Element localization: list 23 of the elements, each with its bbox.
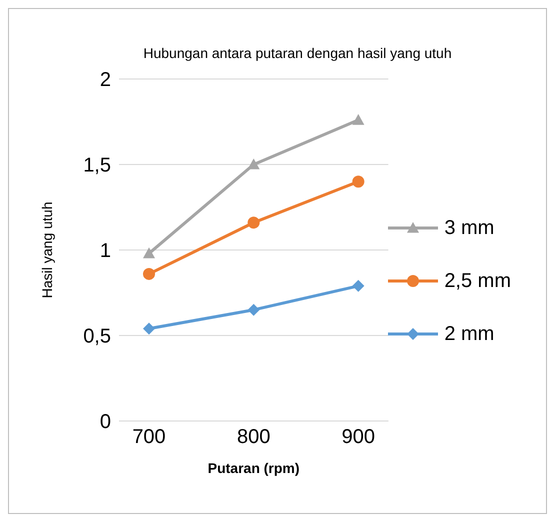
- chart-title: Hubungan antara putaran dengan hasil yang utuh: [142, 45, 453, 61]
- y-tick-label: 0: [100, 411, 111, 434]
- point: [143, 322, 155, 335]
- y-tick-label: 1: [100, 240, 111, 262]
- x-axis-title: Putaran (rpm): [208, 460, 300, 476]
- point: [248, 158, 260, 170]
- legend-label: 3 mm: [444, 216, 494, 240]
- y-tick-label: 0,5: [83, 326, 111, 348]
- point: [352, 176, 364, 188]
- legend-label: 2,5 mm: [444, 270, 511, 292]
- point: [143, 247, 155, 258]
- point: [248, 304, 260, 316]
- y-axis-title: Hasil yang utuh: [38, 202, 55, 298]
- point: [248, 216, 260, 229]
- x-tick-label: 800: [236, 426, 270, 448]
- point: [352, 114, 364, 125]
- x-tick-label: 900: [342, 426, 375, 448]
- y-tick-label: 2: [100, 69, 111, 92]
- point: [352, 280, 364, 292]
- legend-label: 2 mm: [444, 322, 494, 346]
- y-tick-label: 1,5: [83, 154, 111, 177]
- point: [143, 268, 155, 280]
- x-tick-label: 700: [132, 426, 166, 448]
